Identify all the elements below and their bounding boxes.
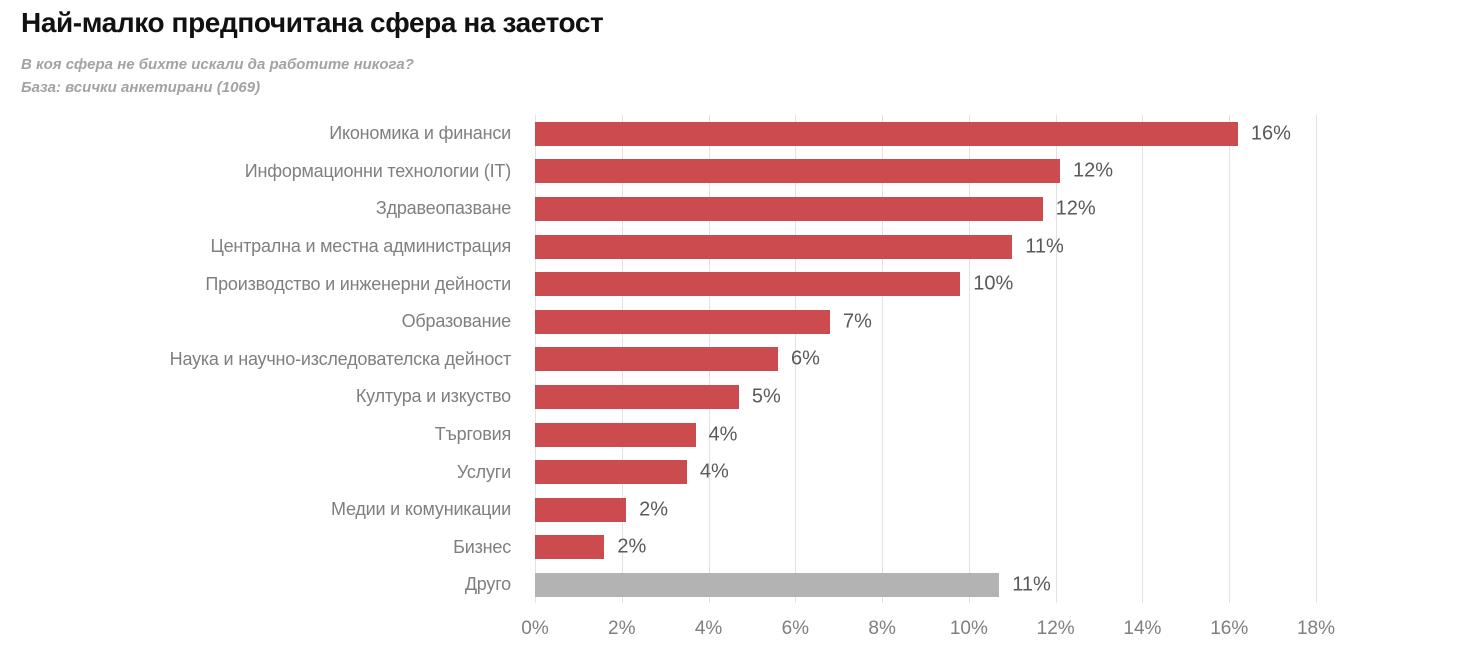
category-label: Централна и местна администрация [210, 236, 511, 257]
x-axis-tick-label: 16% [1210, 618, 1249, 639]
value-label: 4% [708, 423, 738, 446]
bar [535, 422, 696, 447]
bar [535, 497, 627, 522]
bar [535, 234, 1013, 259]
bar-track: 2% [535, 535, 1473, 560]
x-axis-tick-label: 18% [1296, 618, 1336, 639]
category-label: Производство и инженерни дейности [205, 273, 511, 294]
category-label: Информационни технологии (IT) [244, 160, 511, 181]
bar-track: 2% [535, 497, 1473, 522]
chart-row: Наука и научно-изследователска дейност 6% [0, 341, 1473, 379]
category-label: Търговия [434, 424, 511, 445]
chart-row: Икономика и финанси 16% [0, 115, 1473, 153]
bar-rows: Икономика и финанси 16% Информационни техн… [0, 115, 1473, 604]
chart-header: Най-малко предпочитана сфера на заетост … [21, 5, 604, 98]
value-label: 6% [790, 347, 820, 370]
chart-row: Здравеопазване 12% [0, 190, 1473, 228]
x-axis-tick-label: 14% [1123, 618, 1162, 639]
chart-row: Медии и комуникации 2% [0, 491, 1473, 529]
category-label: Икономика и финанси [329, 123, 511, 144]
bar [535, 159, 1060, 184]
bar [535, 272, 961, 297]
bar-track: 10% [535, 272, 1473, 297]
bar-track: 4% [535, 460, 1473, 485]
bar [535, 309, 831, 334]
bar-track: 11% [535, 572, 1473, 597]
x-axis-tick-label: 4% [694, 618, 723, 639]
value-label: 2% [617, 535, 647, 558]
chart-row: Образование 7% [0, 303, 1473, 341]
value-label: 12% [1055, 197, 1096, 220]
x-axis-tick-label: 10% [949, 618, 988, 639]
x-axis-tick-label: 8% [868, 618, 896, 639]
bar [535, 196, 1043, 221]
value-label: 12% [1073, 159, 1114, 182]
category-label: Бизнес [453, 536, 511, 557]
bar-track: 6% [535, 347, 1473, 372]
x-axis-tick-label: 0% [521, 618, 549, 639]
bar [535, 460, 687, 485]
bar-track: 16% [535, 121, 1473, 146]
bar-track: 12% [535, 159, 1473, 184]
value-label: 5% [751, 385, 781, 408]
chart-row: Бизнес 2% [0, 529, 1473, 567]
chart-title: Най-малко предпочитана сфера на заетост [21, 7, 604, 38]
category-label: Образование [401, 311, 512, 332]
chart-row: Информационни технологии (IT) 12% [0, 153, 1473, 191]
value-label: 16% [1250, 122, 1291, 145]
chart-row: Търговия 4% [0, 416, 1473, 454]
chart-subtitle: В коя сфера не бихте искали да работите … [21, 56, 414, 73]
bar-track: 4% [535, 422, 1473, 447]
bar [535, 572, 1000, 597]
chart-row: Култура и изкуство 5% [0, 378, 1473, 416]
category-label: Друго [464, 574, 511, 595]
x-axis-tick-label: 6% [781, 618, 810, 639]
chart-row: Производство и инженерни дейности 10% [0, 265, 1473, 303]
bar-track: 12% [535, 196, 1473, 221]
bar-track: 5% [535, 384, 1473, 409]
category-label: Наука и научно-изследователска дейност [169, 348, 512, 369]
bar [535, 384, 739, 409]
category-label: Здравеопазване [375, 198, 511, 219]
category-label: Култура и изкуство [355, 386, 511, 407]
bar-track: 11% [535, 234, 1473, 259]
chart-base-note: База: всички анкетирани (1069) [21, 79, 261, 96]
chart-row: Услуги 4% [0, 453, 1473, 491]
x-axis-tick-label: 12% [1036, 618, 1075, 639]
bar-chart: Икономика и финанси 16% Информационни техн… [0, 115, 1473, 655]
category-label: Медии и комуникации [330, 499, 511, 520]
value-label: 7% [843, 310, 872, 333]
value-label: 11% [1025, 235, 1064, 258]
x-axis: 0% 2% 4% 6% 8% 10% 12% 14% 16% 18% [0, 618, 1473, 648]
category-label: Услуги [456, 461, 511, 482]
bar [535, 121, 1238, 146]
chart-row: Друго 11% [0, 566, 1473, 604]
bar [535, 347, 778, 372]
chart-row: Централна и местна администрация 11% [0, 228, 1473, 266]
value-label: 4% [699, 460, 729, 483]
bar-track: 7% [535, 309, 1473, 334]
value-label: 2% [639, 498, 669, 521]
value-label: 10% [973, 272, 1014, 295]
bar [535, 535, 605, 560]
value-label: 11% [1012, 573, 1051, 596]
x-axis-tick-label: 2% [608, 618, 636, 639]
